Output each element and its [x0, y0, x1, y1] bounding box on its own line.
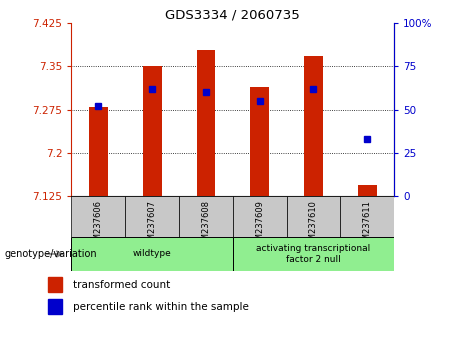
Bar [71, 196, 125, 237]
Text: activating transcriptional
factor 2 null: activating transcriptional factor 2 null [256, 244, 371, 264]
Bar [233, 237, 394, 271]
Bar [179, 196, 233, 237]
Bar [48, 277, 62, 292]
Bar [250, 87, 269, 196]
Bar [304, 56, 323, 196]
Title: GDS3334 / 2060735: GDS3334 / 2060735 [165, 9, 300, 22]
Text: genotype/variation: genotype/variation [5, 249, 97, 259]
Bar [340, 196, 394, 237]
Bar [143, 66, 161, 196]
Bar [287, 196, 340, 237]
Text: GSM237606: GSM237606 [94, 200, 103, 251]
Bar [358, 185, 377, 196]
Text: GSM237607: GSM237607 [148, 200, 157, 251]
Text: transformed count: transformed count [72, 280, 170, 290]
Bar [125, 196, 179, 237]
Text: percentile rank within the sample: percentile rank within the sample [72, 302, 248, 312]
Bar [196, 50, 215, 196]
Text: GSM237611: GSM237611 [363, 200, 372, 251]
Text: GSM237610: GSM237610 [309, 200, 318, 251]
Bar [48, 299, 62, 314]
Bar [71, 237, 233, 271]
Text: wildtype: wildtype [133, 250, 171, 258]
Text: GSM237609: GSM237609 [255, 200, 264, 251]
Text: GSM237608: GSM237608 [201, 200, 210, 251]
Bar [233, 196, 287, 237]
Bar [89, 107, 108, 196]
